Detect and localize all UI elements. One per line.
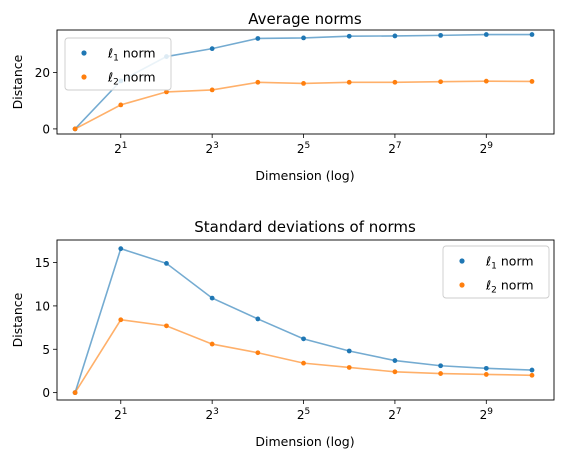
y-axis-label: Distance [10, 292, 25, 347]
data-point [392, 79, 398, 85]
legend: ℓ1 norm ℓ2 norm [64, 37, 172, 91]
data-point [255, 79, 261, 85]
data-point [118, 102, 124, 108]
data-point [118, 246, 124, 252]
data-point [438, 363, 444, 369]
data-point [209, 341, 215, 347]
data-point [529, 372, 535, 378]
y-tick-label: 15 [35, 256, 50, 270]
data-point [392, 33, 398, 39]
data-point [346, 79, 352, 85]
legend-marker [459, 282, 465, 288]
legend-frame [64, 37, 172, 91]
tick-layer: 21 23 25 27 29 0 20 [35, 66, 494, 156]
legend-label: ℓ2 norm [485, 278, 534, 296]
data-point [346, 348, 352, 354]
legend-label: ℓ1 norm [485, 254, 534, 272]
plot-area [56, 239, 555, 401]
average-norms-chart: Average norms 21 23 25 27 29 0 20 Dimension (l… [10, 10, 555, 183]
x-axis-label: Dimension (log) [255, 168, 354, 183]
chart-title: Average norms [248, 10, 362, 28]
data-point [301, 360, 306, 366]
x-tick-label: 23 [205, 141, 218, 156]
y-tick-label: 0 [42, 122, 50, 136]
data-point [301, 35, 306, 41]
data-point [164, 323, 169, 329]
y-tick-label: 20 [35, 66, 50, 80]
data-point [483, 365, 489, 371]
x-tick-label: 29 [480, 407, 494, 422]
data-point [209, 87, 215, 93]
data-point [72, 126, 78, 132]
legend-label: ℓ1 norm [107, 46, 156, 64]
y-tick-label: 5 [42, 343, 50, 357]
data-point [164, 89, 169, 95]
data-point [301, 336, 306, 342]
standard-deviations-chart: Standard deviations of norms 21 23 25 27 29 0… [10, 218, 555, 449]
x-tick-label: 21 [114, 141, 127, 156]
data-point [483, 32, 489, 37]
x-tick-label: 25 [297, 407, 310, 422]
legend-marker [459, 258, 465, 264]
data-point [392, 358, 398, 363]
x-tick-label: 27 [388, 407, 401, 422]
x-tick-label: 21 [114, 407, 127, 422]
y-axis-label: Distance [10, 54, 25, 109]
plot-area [56, 29, 555, 135]
data-point [346, 365, 352, 370]
series-layer [72, 246, 535, 396]
data-point [438, 79, 444, 85]
data-point [392, 369, 398, 375]
x-tick-label: 23 [205, 407, 218, 422]
series-line-2 [74, 318, 533, 394]
legend-marker [81, 50, 87, 56]
data-point [483, 372, 489, 377]
legend-frame [442, 245, 550, 299]
data-point [72, 390, 78, 396]
legend-label: ℓ2 norm [107, 70, 156, 88]
data-point [209, 295, 215, 301]
legend-marker [81, 74, 87, 80]
data-point [255, 350, 261, 356]
x-tick-label: 29 [480, 141, 494, 156]
x-axis-label: Dimension (log) [255, 434, 354, 449]
data-point [346, 33, 352, 39]
chart-title: Standard deviations of norms [194, 218, 416, 236]
data-point [438, 32, 444, 38]
data-point [255, 316, 261, 322]
data-point [483, 78, 489, 84]
data-point [255, 36, 261, 41]
data-point [529, 79, 535, 84]
data-point [164, 261, 169, 266]
tick-layer: 21 23 25 27 29 0 5 10 15 [35, 256, 494, 422]
data-point [209, 46, 215, 52]
data-point [118, 317, 124, 323]
data-point [438, 371, 444, 376]
y-tick-label: 0 [42, 386, 50, 400]
data-point [529, 367, 535, 373]
x-tick-label: 25 [297, 141, 310, 156]
legend: ℓ1 norm ℓ2 norm [442, 245, 550, 299]
y-tick-label: 10 [35, 299, 50, 313]
x-tick-label: 27 [388, 141, 401, 156]
data-point [301, 81, 306, 86]
data-point [529, 32, 535, 37]
